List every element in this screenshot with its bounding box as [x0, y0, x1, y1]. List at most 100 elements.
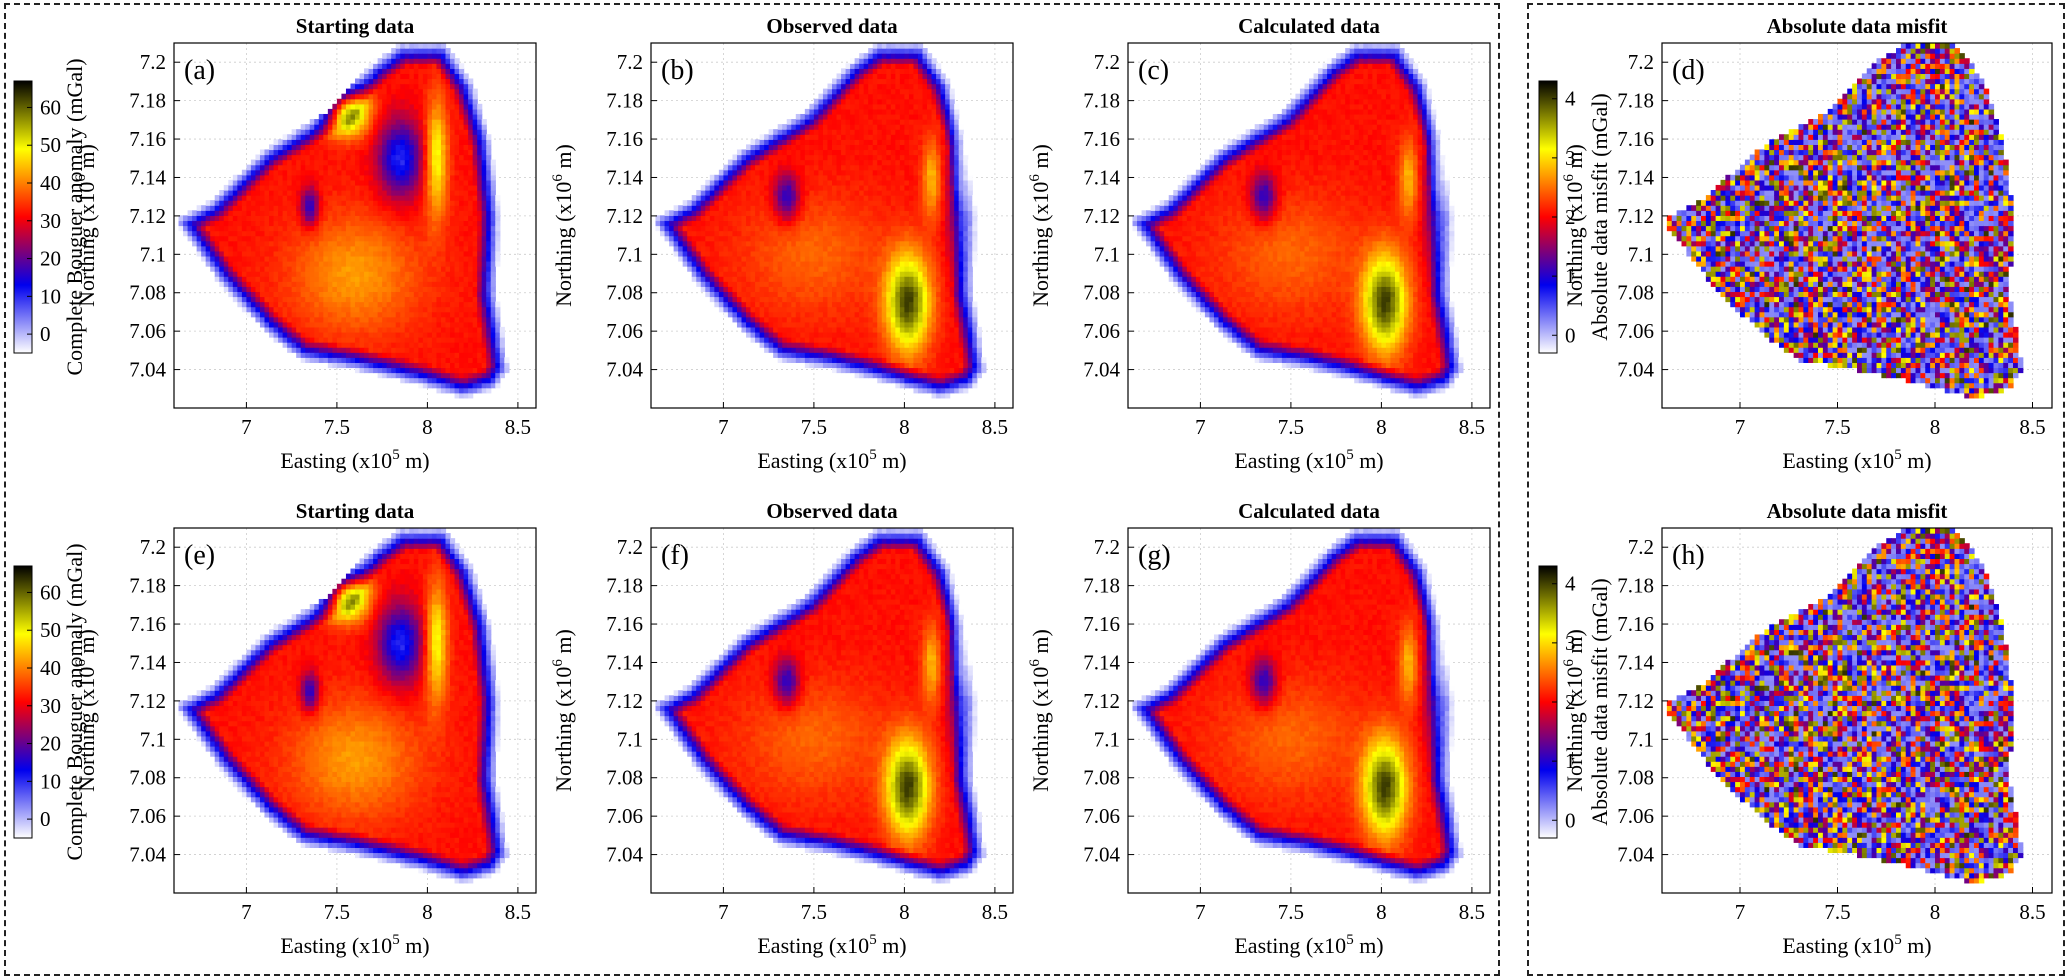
heatmap-cell	[491, 302, 496, 308]
heatmap-cell	[382, 73, 387, 79]
heatmap-cell	[687, 256, 692, 262]
heatmap-cell	[296, 160, 301, 166]
heatmap-cell	[486, 139, 491, 145]
heatmap-cell	[782, 322, 787, 328]
heatmap-cell	[423, 220, 428, 226]
heatmap-cell	[791, 134, 796, 140]
heatmap-cell	[455, 200, 460, 206]
heatmap-cell	[441, 175, 446, 181]
heatmap-cell	[319, 165, 324, 171]
heatmap-cell	[292, 337, 297, 343]
heatmap-cell	[464, 185, 469, 191]
heatmap-cell	[260, 256, 265, 262]
heatmap-cell	[495, 231, 500, 237]
heatmap-cell	[814, 327, 819, 333]
heatmap-cell	[427, 129, 432, 135]
heatmap-cell	[791, 119, 796, 125]
heatmap-cell	[341, 215, 346, 221]
heatmap-cell	[832, 226, 837, 232]
heatmap-cell	[841, 119, 846, 125]
heatmap-cell	[427, 241, 432, 247]
heatmap-cell	[823, 362, 828, 368]
heatmap-cell	[355, 266, 360, 272]
heatmap-cell	[782, 236, 787, 242]
heatmap-cell	[278, 175, 283, 181]
heatmap-cell	[292, 296, 297, 302]
heatmap-cell	[310, 347, 315, 353]
heatmap-cell	[787, 180, 792, 186]
heatmap-cell	[473, 312, 478, 318]
heatmap-cell	[809, 332, 814, 338]
heatmap-cell	[423, 317, 428, 323]
heatmap-cell	[827, 332, 832, 338]
heatmap-cell	[255, 231, 260, 237]
heatmap-cell	[764, 291, 769, 297]
heatmap-cell	[382, 170, 387, 176]
heatmap-cell	[482, 220, 487, 226]
heatmap-cell	[373, 337, 378, 343]
heatmap-cell	[482, 296, 487, 302]
heatmap-cell	[769, 312, 774, 318]
heatmap-cell	[414, 378, 419, 384]
heatmap-cell	[760, 160, 765, 166]
heatmap-cell	[486, 342, 491, 348]
heatmap-cell	[301, 160, 306, 166]
heatmap-cell	[296, 175, 301, 181]
heatmap-cell	[764, 175, 769, 181]
heatmap-cell	[414, 185, 419, 191]
heatmap-cell	[491, 378, 496, 384]
heatmap-cell	[427, 302, 432, 308]
heatmap-cell	[441, 327, 446, 333]
heatmap-cell	[409, 190, 414, 196]
heatmap-cell	[755, 144, 760, 150]
heatmap-cell	[305, 165, 310, 171]
heatmap-cell	[382, 261, 387, 267]
heatmap-cell	[337, 266, 342, 272]
heatmap-cell	[314, 281, 319, 287]
heatmap-cell	[364, 312, 369, 318]
heatmap-cell	[751, 155, 756, 161]
heatmap-cell	[323, 332, 328, 338]
heatmap-cell	[219, 226, 224, 232]
heatmap-cell	[396, 246, 401, 252]
heatmap-cell	[310, 165, 315, 171]
heatmap-cell	[414, 256, 419, 262]
heatmap-cell	[369, 129, 374, 135]
heatmap-cell	[341, 312, 346, 318]
heatmap-cell	[787, 281, 792, 287]
heatmap-cell	[323, 241, 328, 247]
heatmap-cell	[296, 332, 301, 338]
heatmap-cell	[773, 149, 778, 155]
heatmap-cell	[364, 347, 369, 353]
heatmap-cell	[332, 352, 337, 358]
heatmap-cell	[400, 352, 405, 358]
heatmap-cell	[486, 312, 491, 318]
heatmap-cell	[387, 281, 392, 287]
heatmap-cell	[705, 266, 710, 272]
heatmap-cell	[832, 99, 837, 105]
heatmap-cell	[423, 373, 428, 379]
heatmap-cell	[455, 312, 460, 318]
heatmap-cell	[337, 124, 342, 130]
heatmap-cell	[787, 200, 792, 206]
heatmap-cell	[809, 281, 814, 287]
heatmap-cell	[769, 291, 774, 297]
heatmap-cell	[769, 180, 774, 186]
heatmap-cell	[251, 281, 256, 287]
heatmap-cell	[719, 266, 724, 272]
heatmap-cell	[255, 307, 260, 313]
heatmap-cell	[473, 256, 478, 262]
heatmap-cell	[396, 58, 401, 64]
heatmap-cell	[436, 180, 441, 186]
heatmap-cell	[710, 210, 715, 216]
x-tick-label: 7.5	[324, 415, 350, 439]
heatmap-cell	[441, 266, 446, 272]
heatmap-cell	[382, 215, 387, 221]
heatmap-cell	[332, 251, 337, 257]
heatmap-cell	[455, 342, 460, 348]
heatmap-cell	[355, 170, 360, 176]
heatmap-cell	[687, 251, 692, 257]
heatmap-cell	[396, 367, 401, 373]
heatmap-cell	[265, 246, 270, 252]
heatmap-cell	[400, 73, 405, 79]
